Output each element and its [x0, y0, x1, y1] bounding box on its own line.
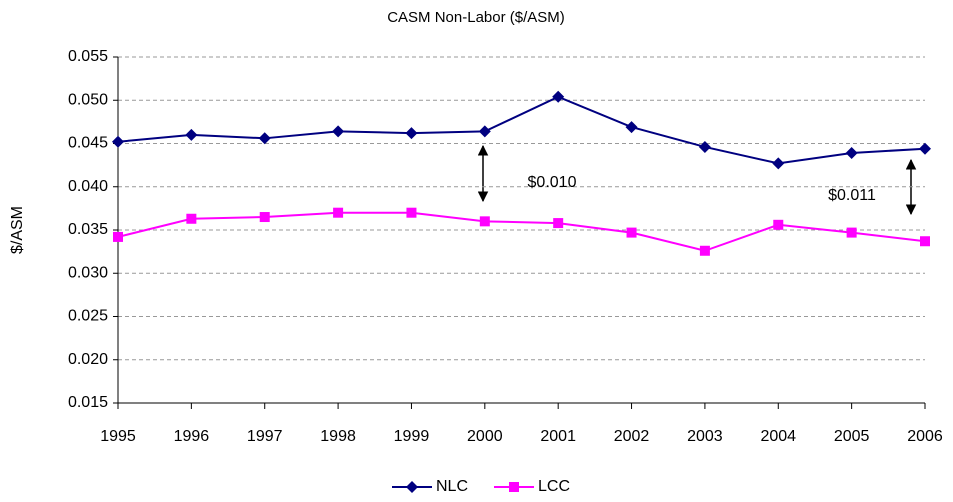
legend-marker [509, 482, 519, 492]
x-tick-label: 1995 [100, 428, 136, 445]
series-line [117, 211, 926, 252]
data-point [186, 213, 197, 224]
chart-title: CASM Non-Labor ($/ASM) [387, 9, 565, 26]
y-tick-label: 0.030 [68, 264, 108, 281]
data-point [112, 135, 124, 148]
legend-label: LCC [538, 478, 570, 495]
data-point [259, 212, 270, 223]
y-axis-label: $/ASM [9, 206, 26, 254]
x-tick-label: 2004 [760, 428, 796, 445]
annotation: $0.011 [828, 187, 876, 204]
data-point [919, 142, 931, 155]
data-point [333, 207, 344, 218]
y-tick-label: 0.015 [68, 394, 108, 411]
series-line [117, 95, 926, 165]
x-tick-label: 2005 [834, 428, 870, 445]
data-point [478, 125, 491, 138]
annotation: $0.010 [528, 174, 577, 191]
legend-marker [406, 481, 418, 493]
data-point [625, 121, 638, 134]
data-point [920, 236, 930, 247]
data-point [846, 227, 857, 238]
data-point [553, 218, 564, 229]
data-point [698, 140, 711, 153]
data-point [552, 90, 565, 103]
x-tick-label: 2003 [687, 428, 723, 445]
y-tick-label: 0.055 [68, 48, 108, 65]
y-tick-label: 0.040 [68, 178, 108, 195]
data-point [773, 219, 784, 230]
x-tick-label: 1999 [394, 428, 430, 445]
x-tick-label: 2001 [540, 428, 576, 445]
y-tick-label: 0.020 [68, 351, 108, 368]
data-point [845, 147, 858, 160]
data-point [332, 125, 345, 138]
x-tick-label: 2006 [907, 428, 943, 445]
y-tick-label: 0.025 [68, 308, 108, 325]
data-point [185, 128, 198, 141]
data-point [113, 231, 123, 242]
data-point [626, 227, 637, 238]
x-tick-label: 1997 [247, 428, 283, 445]
data-point [699, 245, 710, 256]
y-tick-label: 0.035 [68, 221, 108, 238]
data-point [405, 127, 418, 140]
y-tick-label: 0.045 [68, 135, 108, 152]
x-tick-label: 1998 [320, 428, 356, 445]
data-point [479, 216, 490, 227]
x-tick-label: 2002 [614, 428, 650, 445]
x-tick-label: 2000 [467, 428, 503, 445]
x-tick-label: 1996 [174, 428, 210, 445]
y-tick-label: 0.050 [68, 91, 108, 108]
legend-label: NLC [436, 478, 468, 495]
data-point [258, 132, 271, 145]
data-point [772, 157, 785, 170]
data-point [406, 207, 417, 218]
